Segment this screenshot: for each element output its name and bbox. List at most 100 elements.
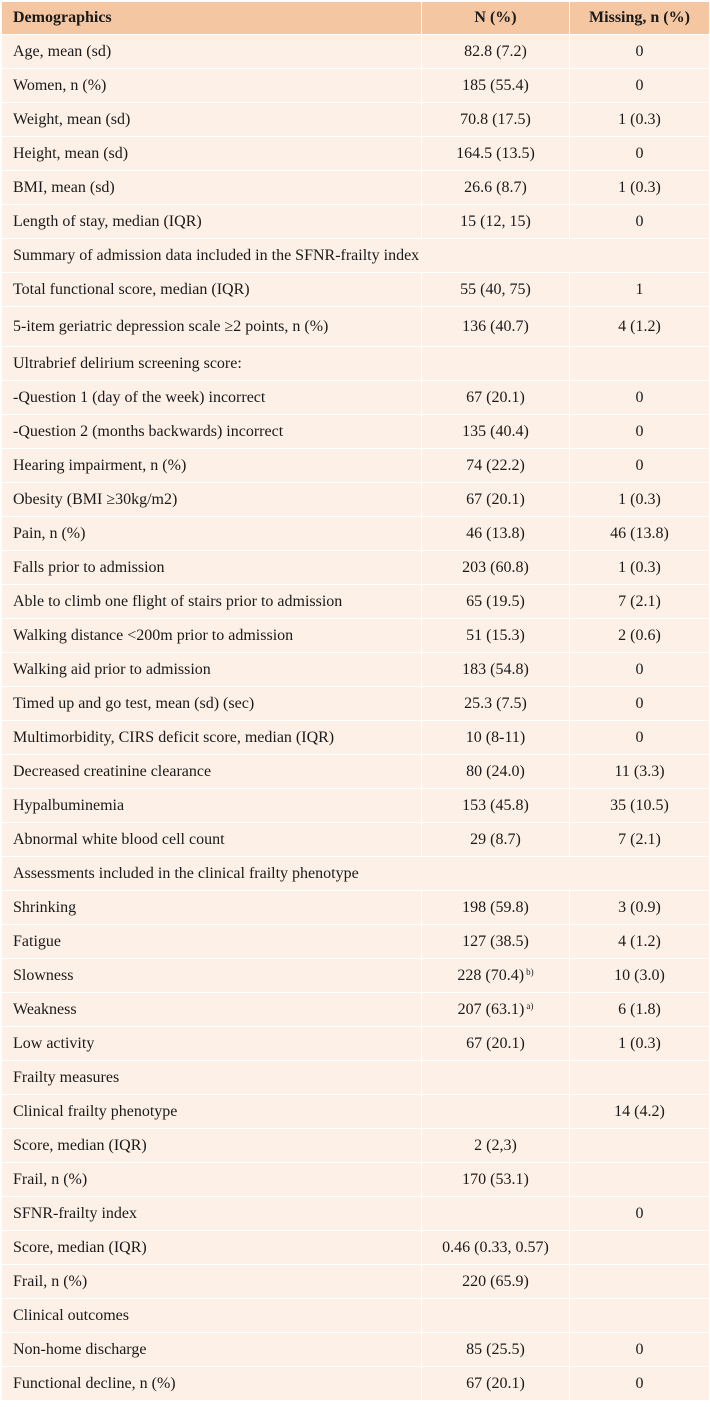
table-row: BMI, mean (sd) 26.6 (8.7) 1 (0.3): [1, 170, 710, 205]
cell-n-value: 135 (40.4): [462, 422, 529, 440]
row-label: Decreased creatinine clearance: [1, 754, 422, 789]
cell-missing: [569, 1264, 710, 1299]
cell-n-value: 67 (20.1): [466, 1034, 525, 1052]
table-row: Frailty measures: [1, 1060, 710, 1095]
cell-n-value: 74 (22.2): [466, 456, 525, 474]
table-row: -Question 1 (day of the week) incorrect 6…: [1, 380, 710, 415]
table-row: Timed up and go test, mean (sd) (sec) 25.…: [1, 686, 710, 721]
cell-missing: 0: [569, 414, 710, 449]
table-row: Clinical outcomes: [1, 1298, 710, 1333]
table-row: Score, median (IQR) 2 (2,3): [1, 1128, 710, 1163]
row-label: Frail, n (%): [1, 1264, 422, 1299]
cell-n-value: 25.3 (7.5): [464, 694, 527, 712]
cell-n-percent: 207 (63.1) a): [421, 992, 570, 1027]
section-row: Summary of admission data included in th…: [1, 238, 710, 273]
cell-n-value: 127 (38.5): [462, 932, 529, 950]
cell-n-percent: 220 (65.9): [421, 1264, 570, 1299]
cell-missing: 35 (10.5): [569, 788, 710, 823]
table-row: Frail, n (%) 220 (65.9): [1, 1264, 710, 1299]
table-row: Hypalbuminemia 153 (45.8) 35 (10.5): [1, 788, 710, 823]
table-row: Age, mean (sd) 82.8 (7.2) 0: [1, 34, 710, 69]
row-label: Women, n (%): [1, 68, 422, 103]
header-missing: Missing, n (%): [569, 1, 710, 35]
row-label: Timed up and go test, mean (sd) (sec): [1, 686, 422, 721]
cell-missing: 46 (13.8): [569, 516, 710, 551]
cell-n-value: 80 (24.0): [466, 762, 525, 780]
cell-missing: 6 (1.8): [569, 992, 710, 1027]
cell-n-value: 185 (55.4): [462, 76, 529, 94]
cell-n-value: 2 (2,3): [474, 1136, 517, 1154]
row-label: Falls prior to admission: [1, 550, 422, 585]
row-label: Hearing impairment, n (%): [1, 448, 422, 483]
table-row: Score, median (IQR) 0.46 (0.33, 0.57): [1, 1230, 710, 1265]
cell-missing: 0: [569, 34, 710, 69]
cell-missing: 0: [569, 652, 710, 687]
cell-n-percent: 2 (2,3): [421, 1128, 570, 1163]
cell-n-value: 29 (8.7): [470, 830, 521, 848]
table-row: Clinical frailty phenotype 14 (4.2): [1, 1094, 710, 1129]
cell-missing: [569, 346, 710, 381]
cell-n-value: 183 (54.8): [462, 660, 529, 678]
cell-n-percent: 25.3 (7.5): [421, 686, 570, 721]
table-header: Demographics N (%) Missing, n (%): [1, 1, 710, 35]
table-row: Functional decline, n (%) 67 (20.1) 0: [1, 1366, 710, 1401]
cell-missing: [569, 1162, 710, 1197]
cell-n-value: 70.8 (17.5): [460, 110, 531, 128]
cell-n-value: 55 (40, 75): [460, 280, 531, 298]
table-row: Non-home discharge 85 (25.5) 0: [1, 1332, 710, 1367]
cell-n-value: 85 (25.5): [466, 1340, 525, 1358]
cell-n-percent: 183 (54.8): [421, 652, 570, 687]
cell-n-percent: 26.6 (8.7): [421, 170, 570, 205]
table-row: Hearing impairment, n (%) 74 (22.2) 0: [1, 448, 710, 483]
row-label: BMI, mean (sd): [1, 170, 422, 205]
cell-n-value: 15 (12, 15): [460, 212, 531, 230]
cell-missing: 0: [569, 380, 710, 415]
cell-n-value: 220 (65.9): [462, 1272, 529, 1290]
cell-missing: 0: [569, 1196, 710, 1231]
table-row: Walking distance <200m prior to admissio…: [1, 618, 710, 653]
row-label: Low activity: [1, 1026, 422, 1061]
cell-n-percent: [421, 346, 570, 381]
row-label: Walking distance <200m prior to admissio…: [1, 618, 422, 653]
row-label: Fatigue: [1, 924, 422, 959]
cell-n-percent: 70.8 (17.5): [421, 102, 570, 137]
row-label: Total functional score, median (IQR): [1, 272, 422, 307]
cell-missing: 1: [569, 272, 710, 307]
footnote-marker: a): [526, 1000, 534, 1011]
cell-missing: 2 (0.6): [569, 618, 710, 653]
cell-missing: 1 (0.3): [569, 1026, 710, 1061]
row-label: Age, mean (sd): [1, 34, 422, 69]
cell-missing: 3 (0.9): [569, 890, 710, 925]
table-row: Fatigue 127 (38.5) 4 (1.2): [1, 924, 710, 959]
cell-n-percent: [421, 1060, 570, 1095]
table-row: Weight, mean (sd) 70.8 (17.5) 1 (0.3): [1, 102, 710, 137]
table-row: Ultrabrief delirium screening score:: [1, 346, 710, 381]
cell-missing: [569, 1128, 710, 1163]
table-row: Able to climb one flight of stairs prior…: [1, 584, 710, 619]
cell-missing: 0: [569, 68, 710, 103]
row-label: Functional decline, n (%): [1, 1366, 422, 1401]
table-row: Falls prior to admission 203 (60.8) 1 (0.3…: [1, 550, 710, 585]
row-label: Clinical outcomes: [1, 1298, 422, 1333]
cell-n-percent: 55 (40, 75): [421, 272, 570, 307]
row-label: Length of stay, median (IQR): [1, 204, 422, 239]
cell-n-percent: 85 (25.5): [421, 1332, 570, 1367]
cell-missing: 7 (2.1): [569, 822, 710, 857]
cell-n-value: 67 (20.1): [466, 1374, 525, 1392]
row-label: Weakness: [1, 992, 422, 1027]
table-row: Frail, n (%) 170 (53.1): [1, 1162, 710, 1197]
cell-n-value: 198 (59.8): [462, 898, 529, 916]
cell-n-percent: 198 (59.8): [421, 890, 570, 925]
row-label: Shrinking: [1, 890, 422, 925]
cell-n-value: 51 (15.3): [466, 626, 525, 644]
cell-n-percent: 153 (45.8): [421, 788, 570, 823]
cell-missing: 0: [569, 448, 710, 483]
table-row: Multimorbidity, CIRS deficit score, medi…: [1, 720, 710, 755]
table-row: -Question 2 (months backwards) incorrect…: [1, 414, 710, 449]
table-row: Height, mean (sd) 164.5 (13.5) 0: [1, 136, 710, 171]
row-label: Hypalbuminemia: [1, 788, 422, 823]
row-label: Able to climb one flight of stairs prior…: [1, 584, 422, 619]
row-label: Score, median (IQR): [1, 1128, 422, 1163]
row-label: -Question 1 (day of the week) incorrect: [1, 380, 422, 415]
